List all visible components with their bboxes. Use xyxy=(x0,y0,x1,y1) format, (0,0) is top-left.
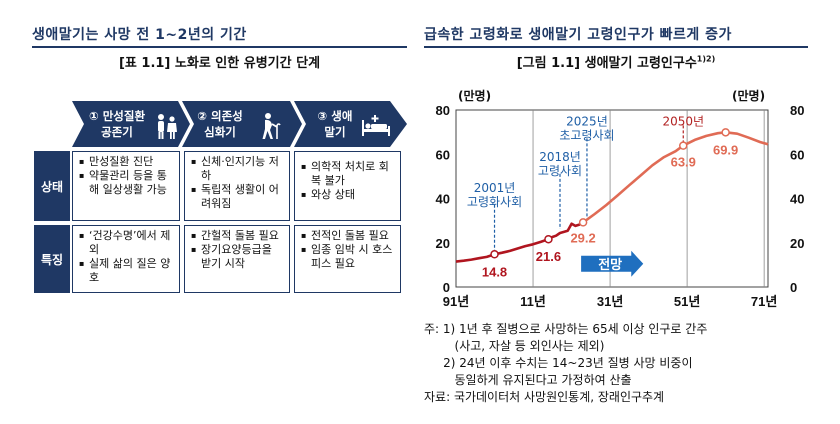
x-tick-label: 31년 xyxy=(597,294,623,309)
plot-frame xyxy=(455,109,769,288)
x-tick-label: 71년 xyxy=(751,294,777,309)
data-label: 29.2 xyxy=(570,230,595,245)
y-tick-label-right: 60 xyxy=(790,147,804,162)
note-line: 2) 24년 이후 수치는 14~23년 질병 사망 비중이 xyxy=(424,356,693,370)
data-label: 69.9 xyxy=(713,142,738,157)
list-item: 간헐적 돌봄 필요 xyxy=(191,229,285,243)
data-point-marker xyxy=(544,234,553,244)
list-item: 신체·인지기능 저하 xyxy=(191,155,285,183)
stage-3-label: ③ 생애 말기 xyxy=(317,109,353,139)
list-item: 만성질환 진단 xyxy=(79,155,175,169)
list-item: 실제 삶의 질은 양호 xyxy=(79,257,175,285)
data-point-marker xyxy=(721,128,730,137)
cell-status-stage-3: 의학적 처치로 회복 불가 와상 상태 xyxy=(294,151,401,221)
x-tick-label: 11년 xyxy=(520,294,546,309)
annotation-label: 2018년 xyxy=(539,150,581,164)
chart-notes: 주: 1) 1년 후 질병으로 사망하는 65세 이상 인구로 간주 (사고, … xyxy=(424,321,707,406)
list-item: 독립적 생활이 어려워짐 xyxy=(191,183,285,211)
cell-status-stage-2: 신체·인지기능 저하 독립적 생활이 어려워짐 xyxy=(184,151,290,221)
left-title-rule xyxy=(32,46,407,48)
list-item: 의학적 처치로 회복 불가 xyxy=(301,160,396,188)
projection-arrow xyxy=(581,250,644,277)
stage-2-label: ② 의존성 심화기 xyxy=(197,109,243,139)
list-item: 임종 임박 시 호스피스 필요 xyxy=(301,243,396,271)
right-section-title: 급속한 고령화로 생애말기 고령인구가 빠르게 증가 xyxy=(424,27,732,43)
x-tick-label: 91년 xyxy=(443,294,469,309)
annotation-label: 초고령사회 xyxy=(559,128,614,142)
stage-banner xyxy=(72,101,407,147)
list-item: 전적인 돌봄 필요 xyxy=(301,229,396,243)
annotation-label: 2050년 xyxy=(662,114,704,128)
right-title-rule xyxy=(424,46,808,48)
annotation-label: 고령화사회 xyxy=(467,195,522,209)
y-tick-label-left: 60 xyxy=(436,147,450,162)
left-section-title: 생애말기는 사망 전 1~2년의 기간 xyxy=(32,27,247,43)
data-label: 14.8 xyxy=(482,264,507,279)
y-tick-label-left: 20 xyxy=(436,236,450,251)
annotation-label: 2001년 xyxy=(474,181,516,195)
observed-series-line xyxy=(455,221,584,263)
y-tick-label-right: 80 xyxy=(790,103,804,118)
note-line: (사고, 자살 등 외인사는 제외) xyxy=(424,339,605,353)
y-tick-label-right: 20 xyxy=(790,236,804,251)
list-item: ‘건강수명’에서 제외 xyxy=(79,229,175,257)
projection-label: 전망 xyxy=(598,257,622,273)
note-line: 동일하게 유지된다고 가정하여 산출 xyxy=(424,373,632,387)
x-tick-label: 51년 xyxy=(674,294,700,309)
annotation-label: 고령사회 xyxy=(538,164,582,178)
data-point-marker xyxy=(490,250,499,259)
walking-cane-elder-icon xyxy=(262,113,281,139)
note-line: 자료: 국가데이터처 사망원인통계, 장래인구추계 xyxy=(424,390,665,404)
elder-couple-icon xyxy=(158,114,177,139)
note-line: 주: 1) 1년 후 질병으로 사망하는 65세 이상 인구로 간주 xyxy=(424,322,708,336)
y-tick-label-right: 40 xyxy=(790,192,804,207)
cell-features-stage-2: 간헐적 돌봄 필요 장기요양등급을 받기 시작 xyxy=(184,225,290,293)
row-head-status: 상태 xyxy=(34,151,70,221)
left-axis-unit: (만명) xyxy=(458,89,492,103)
list-item: 와상 상태 xyxy=(301,188,396,202)
y-tick-label-left: 40 xyxy=(436,192,450,207)
projected-series-line xyxy=(582,131,769,224)
stage-3-chevron xyxy=(294,101,407,147)
figure-caption: [그림 1.1] 생애말기 고령인구수1)2) xyxy=(516,54,716,71)
data-point-marker xyxy=(578,218,588,227)
stage-1-label: ① 만성질환 공존기 xyxy=(88,109,146,139)
data-point-marker xyxy=(679,141,688,150)
table-caption: [표 1.1] 노화로 인한 유병기간 단계 xyxy=(118,56,321,71)
cell-status-stage-1: 만성질환 진단 약물관리 등을 통해 일상생활 가능 xyxy=(72,151,180,221)
list-item: 약물관리 등을 통해 일상생활 가능 xyxy=(79,169,175,197)
list-item: 장기요양등급을 받기 시작 xyxy=(191,243,285,271)
right-axis-unit: (만명) xyxy=(732,89,766,103)
y-tick-label-right: 0 xyxy=(790,280,797,295)
cell-features-stage-1: ‘건강수명’에서 제외 실제 삶의 질은 양호 xyxy=(72,225,180,293)
elder-population-chart: 91년 11년 31년 51년 71년 0 0 20 20 40 40 60 60 80 80 전망 200… xyxy=(436,103,805,309)
row-head-features: 특징 xyxy=(34,225,70,293)
y-tick-label-left: 0 xyxy=(443,280,450,295)
cell-features-stage-3: 전적인 돌봄 필요 임종 임박 시 호스피스 필요 xyxy=(294,225,401,293)
data-label: 63.9 xyxy=(671,155,696,170)
hospital-bed-icon xyxy=(362,115,390,136)
stage-2-chevron xyxy=(182,101,302,147)
data-label: 21.6 xyxy=(536,249,561,264)
annotation-label: 2025년 xyxy=(566,114,608,128)
y-tick-label-left: 80 xyxy=(436,103,450,118)
